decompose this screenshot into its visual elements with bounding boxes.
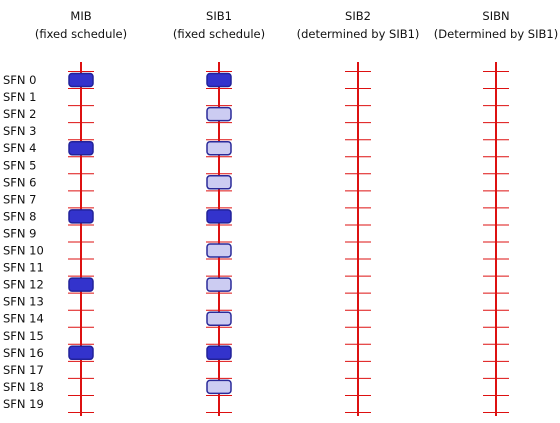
sfn-label: SFN 16: [3, 346, 44, 360]
mib-new-block: [68, 72, 94, 88]
mib-title: MIB: [70, 9, 91, 23]
sfn-label: SFN 12: [3, 278, 44, 292]
sib1-title: SIB1: [206, 9, 232, 23]
sib1-subtitle: (fixed schedule): [173, 27, 265, 41]
mib-new-block: [68, 209, 94, 224]
mib-new-block: [68, 345, 94, 361]
sfn-label: SFN 2: [3, 107, 37, 121]
sib1-new-block: [206, 345, 232, 361]
sfn-label: SFN 3: [3, 124, 37, 138]
sib1-repetition-block: [206, 175, 232, 190]
column-headers: MIB (fixed schedule) SIB1 (fixed schedule) S…: [35, 9, 558, 41]
sfn-label: SFN 13: [3, 295, 44, 309]
sfn-label: SFN 18: [3, 380, 44, 394]
sib1-new-block: [206, 72, 232, 88]
timelines: [68, 62, 509, 416]
sfn-label: SFN 7: [3, 192, 37, 206]
sfn-label: SFN 5: [3, 158, 37, 172]
sib1-repetition-block: [206, 277, 232, 292]
sib1-repetition-block: [206, 243, 232, 258]
mib-subtitle: (fixed schedule): [35, 27, 127, 41]
sfn-label: SFN 4: [3, 141, 37, 155]
sibn-subtitle: (Determined by SIB1): [434, 27, 558, 41]
sib1-new-block: [206, 209, 232, 224]
sib2-timeline: [345, 62, 371, 416]
sfn-label: SFN 15: [3, 329, 44, 343]
sfn-label: SFN 8: [3, 209, 37, 223]
sib1-repetition-block: [206, 379, 232, 395]
mib-timeline: [68, 62, 94, 416]
sib1-repetition-block: [206, 311, 232, 326]
mib-new-block: [68, 140, 94, 156]
sfn-label: SFN 10: [3, 244, 44, 258]
sib2-subtitle: (determined by SIB1): [297, 27, 420, 41]
sibn-timeline: [483, 62, 509, 416]
sfn-label: SFN 6: [3, 175, 37, 189]
sib1-repetition-block: [206, 140, 232, 156]
sfn-label: SFN 1: [3, 90, 37, 104]
sfn-label: SFN 0: [3, 73, 37, 87]
transmission-blocks: [68, 72, 232, 395]
sfn-label: SFN 11: [3, 261, 44, 275]
sfn-label: SFN 9: [3, 226, 37, 240]
sfn-label: SFN 17: [3, 363, 44, 377]
sib1-repetition-block: [206, 106, 232, 122]
mib-new-block: [68, 277, 94, 292]
sfn-label: SFN 19: [3, 397, 44, 411]
sfn-label: SFN 14: [3, 312, 44, 326]
sib2-title: SIB2: [345, 9, 371, 23]
sfn-labels: SFN 0 SFN 1 SFN 2 SFN 3 SFN 4 SFN 5 SFN 6 SFN 7…: [3, 73, 44, 411]
sibn-title: SIBN: [482, 9, 509, 23]
